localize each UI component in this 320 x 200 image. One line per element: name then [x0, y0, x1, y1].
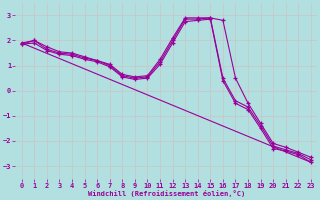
X-axis label: Windchill (Refroidissement éolien,°C): Windchill (Refroidissement éolien,°C) — [88, 190, 245, 197]
